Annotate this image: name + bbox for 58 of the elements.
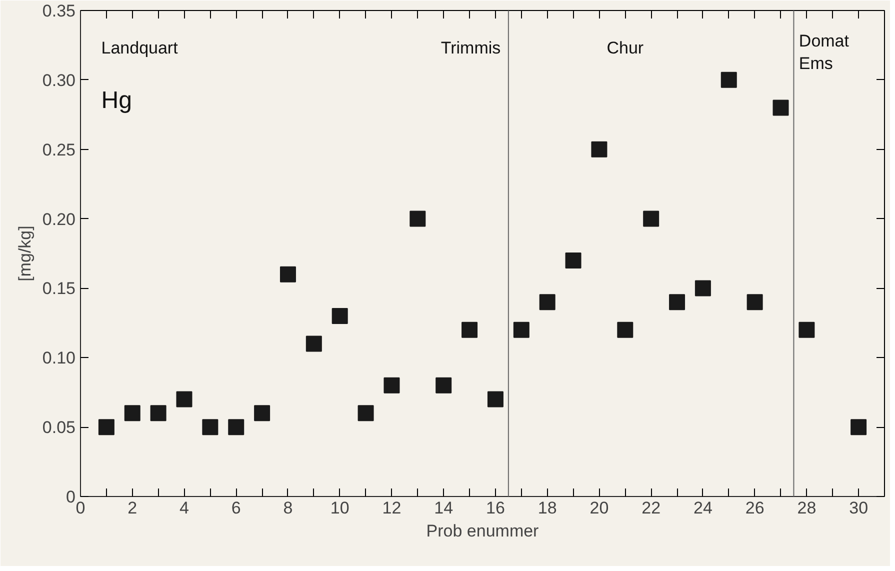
point	[358, 405, 374, 422]
point	[643, 210, 660, 227]
point	[228, 419, 244, 436]
point	[124, 405, 140, 422]
point	[591, 141, 608, 158]
point	[617, 322, 634, 338]
y-axis-title: [mg/kg]	[15, 226, 34, 282]
point	[254, 405, 270, 422]
point	[202, 419, 218, 436]
x-tick-label: 14	[434, 498, 454, 518]
point	[513, 322, 530, 338]
point	[798, 322, 815, 338]
point	[694, 280, 711, 296]
x-tick-label: 30	[849, 498, 868, 518]
point	[436, 377, 452, 394]
point	[669, 294, 686, 310]
y-tick-label: 0.10	[42, 348, 76, 368]
point	[332, 308, 348, 324]
point	[306, 336, 322, 352]
point	[384, 377, 400, 394]
annotation: Trimmis	[440, 38, 501, 58]
point	[487, 391, 504, 408]
x-axis-title: Prob enummer	[426, 522, 540, 540]
y-tick-label: 0.15	[42, 279, 76, 298]
x-tick-label: 20	[590, 498, 609, 518]
annotation: Domat Ems	[798, 31, 850, 74]
point	[176, 391, 192, 408]
x-tick-label: 24	[693, 498, 712, 518]
point	[280, 266, 296, 282]
x-tick-label: 6	[231, 498, 241, 518]
x-tick-label: 8	[283, 498, 293, 518]
x-tick-label: 12	[382, 498, 402, 518]
y-tick-label: 0.35	[42, 2, 76, 20]
y-tick-label: 0.25	[42, 140, 76, 160]
point	[746, 294, 763, 310]
x-tick-label: 26	[745, 498, 764, 518]
point	[539, 294, 556, 310]
annotation: Chur	[606, 38, 644, 58]
point	[772, 100, 789, 116]
x-tick-label: 2	[128, 498, 138, 518]
x-tick-label: 16	[486, 498, 505, 518]
point	[850, 419, 867, 436]
x-tick-label: 18	[538, 498, 557, 518]
y-tick-label: 0.20	[42, 210, 76, 229]
annotation: Hg	[101, 86, 132, 114]
y-tick-label: 0.05	[42, 418, 76, 438]
point	[150, 405, 166, 422]
x-tick-label: 4	[180, 498, 189, 518]
y-tick-label: 0.30	[42, 70, 76, 90]
point	[98, 419, 114, 436]
annotation: Landquart	[101, 38, 178, 58]
point	[565, 252, 582, 268]
point	[462, 322, 478, 338]
x-tick-label: 28	[797, 498, 816, 518]
point	[410, 210, 426, 227]
x-tick-label: 10	[330, 498, 350, 518]
point	[720, 72, 737, 88]
x-tick-label: 22	[642, 498, 661, 518]
